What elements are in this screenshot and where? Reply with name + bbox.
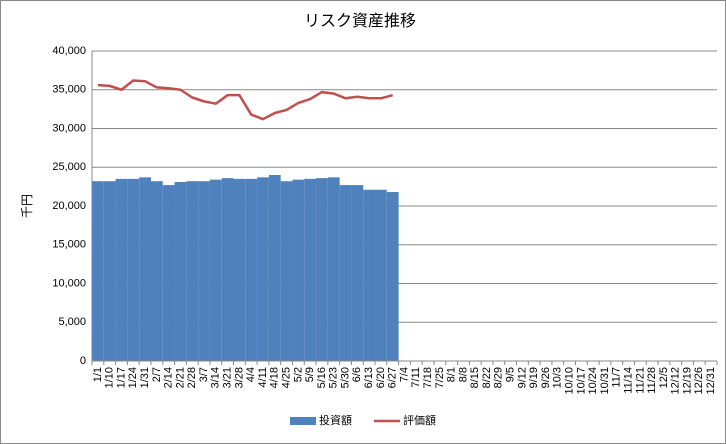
bar	[92, 181, 104, 361]
y-tick-label: 0	[80, 355, 86, 367]
x-tick-label: 7/11	[410, 367, 422, 388]
bar	[115, 178, 128, 361]
x-tick-label: 10/17	[575, 367, 587, 395]
x-tick-label: 8/22	[481, 367, 493, 388]
x-tick-label: 12/31	[705, 367, 717, 395]
y-axis-title: 千円	[20, 194, 34, 218]
bar	[363, 189, 376, 361]
y-tick-label: 25,000	[52, 161, 86, 173]
x-tick-label: 9/26	[540, 367, 552, 388]
x-tick-label: 2/28	[186, 367, 198, 388]
bar	[280, 181, 293, 361]
chart-title: リスク資産推移	[304, 12, 416, 30]
y-tick-label: 30,000	[52, 122, 86, 134]
x-tick-label: 6/20	[375, 367, 387, 388]
bar	[127, 178, 140, 361]
bar	[198, 181, 210, 361]
bar	[292, 179, 305, 361]
x-tick-label: 5/16	[316, 367, 328, 388]
x-tick-label: 11/7	[611, 367, 623, 388]
x-tick-label: 6/13	[363, 367, 375, 388]
y-tick-label: 15,000	[52, 239, 86, 251]
x-tick-label: 2/14	[163, 367, 175, 388]
x-tick-label: 10/31	[599, 367, 611, 395]
x-tick-label: 1/31	[139, 367, 151, 388]
bar	[162, 185, 175, 361]
x-tick-label: 3/21	[222, 367, 234, 388]
x-tick-label: 5/2	[292, 367, 304, 382]
x-tick-label: 1/10	[104, 367, 116, 388]
x-tick-label: 9/12	[516, 367, 528, 388]
bar	[304, 178, 317, 361]
y-tick-label: 40,000	[52, 45, 86, 57]
bar	[268, 175, 281, 361]
bar	[209, 179, 222, 361]
x-tick-label: 3/7	[198, 367, 210, 382]
x-tick-label: 7/4	[398, 367, 410, 382]
legend-label: 評価額	[403, 413, 436, 427]
x-tick-label: 11/28	[646, 367, 658, 394]
bar	[316, 178, 328, 361]
bar	[351, 185, 364, 361]
bar	[375, 189, 387, 361]
bar	[139, 177, 151, 361]
y-tick-label: 20,000	[52, 200, 86, 212]
bar	[174, 181, 187, 361]
x-tick-label: 12/5	[658, 367, 670, 388]
legend-swatch	[290, 417, 316, 425]
x-tick-label: 9/5	[505, 367, 517, 382]
x-tick-label: 8/1	[446, 367, 458, 382]
x-tick-label: 10/24	[587, 367, 599, 395]
y-tick-label: 5,000	[58, 316, 86, 328]
x-tick-label: 6/27	[387, 367, 399, 388]
x-tick-label: 4/11	[257, 367, 269, 388]
bar	[186, 181, 199, 361]
x-tick-label: 12/26	[693, 367, 705, 395]
bar	[386, 192, 399, 361]
bar	[339, 185, 352, 361]
x-tick-label: 8/8	[457, 367, 469, 382]
y-tick-label: 10,000	[52, 277, 86, 289]
x-tick-label: 8/29	[493, 367, 505, 388]
x-tick-label: 10/3	[552, 367, 564, 388]
bar	[150, 181, 163, 361]
x-tick-label: 11/21	[634, 367, 646, 394]
bar	[233, 178, 246, 361]
legend-label: 投資額	[319, 413, 352, 427]
x-tick-label: 2/21	[174, 367, 186, 388]
bar	[221, 178, 234, 361]
x-tick-label: 4/18	[269, 367, 281, 388]
x-tick-label: 4/25	[280, 367, 292, 388]
x-tick-label: 9/19	[528, 367, 540, 388]
x-tick-label: 4/4	[245, 367, 257, 382]
x-tick-label: 1/1	[92, 367, 104, 382]
x-tick-label: 12/12	[670, 367, 682, 395]
x-tick-label: 10/10	[564, 367, 576, 395]
x-tick-label: 5/23	[328, 367, 340, 388]
x-tick-label: 3/28	[233, 367, 245, 388]
bar	[103, 181, 116, 361]
y-tick-label: 35,000	[52, 84, 86, 96]
line	[97, 79, 394, 121]
x-tick-label: 11/14	[622, 367, 634, 394]
x-tick-label: 3/14	[210, 367, 222, 388]
x-tick-label: 1/17	[115, 367, 127, 388]
x-tick-label: 5/30	[339, 367, 351, 388]
bar	[257, 177, 269, 361]
x-tick-label: 7/25	[434, 367, 446, 388]
x-tick-label: 12/19	[681, 367, 693, 395]
bar	[245, 178, 258, 361]
x-tick-label: 8/15	[469, 367, 481, 388]
x-tick-label: 1/24	[127, 367, 139, 388]
x-tick-label: 7/18	[422, 367, 434, 388]
x-tick-label: 5/9	[304, 367, 316, 382]
x-tick-label: 2/7	[151, 367, 163, 382]
bar	[327, 177, 340, 361]
x-tick-label: 6/6	[351, 367, 363, 382]
